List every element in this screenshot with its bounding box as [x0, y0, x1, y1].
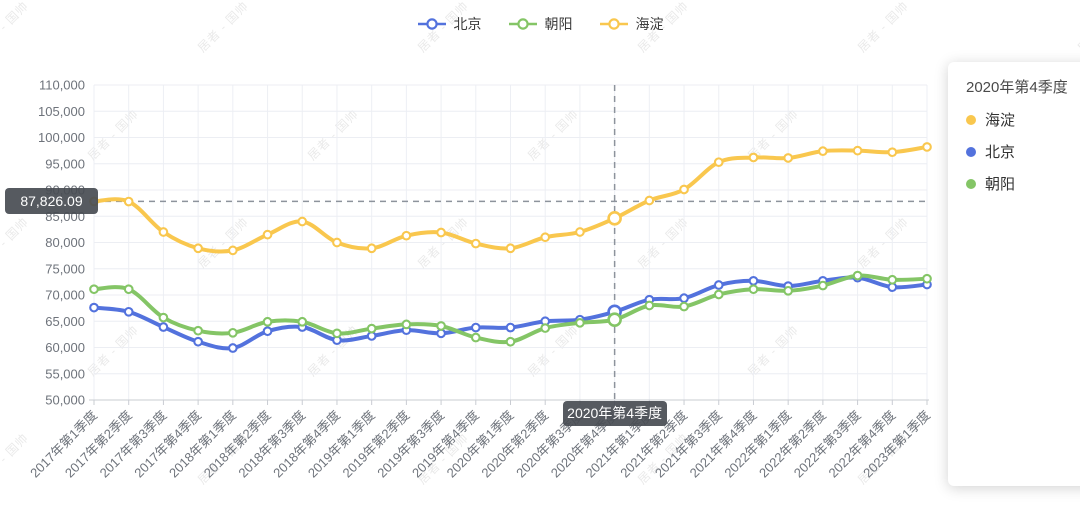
y-axis-label: 105,000	[38, 104, 85, 119]
y-axis-label: 55,000	[45, 366, 85, 381]
data-point-haidian[interactable]	[297, 216, 308, 227]
legend-item-haidian[interactable]: 海淀	[599, 14, 664, 34]
data-point-haidian[interactable]	[713, 157, 724, 168]
data-point-chaoyang[interactable]	[401, 319, 412, 330]
legend-marker-icon	[599, 18, 628, 30]
data-point-haidian[interactable]	[922, 142, 932, 152]
y-axis-label: 110,000	[39, 78, 85, 93]
data-point-chaoyang[interactable]	[193, 325, 203, 336]
data-point-chaoyang[interactable]	[852, 270, 863, 281]
data-point-chaoyang[interactable]	[470, 332, 481, 343]
data-point-beijing[interactable]	[679, 293, 689, 304]
data-point-haidian[interactable]	[783, 153, 794, 163]
y-axis-label: 65,000	[45, 314, 85, 329]
data-point-haidian[interactable]	[227, 245, 238, 256]
series-dot-icon	[966, 178, 976, 189]
legend-item-label: 朝阳	[544, 16, 573, 32]
chart-legend: 北京 朝阳 海淀	[0, 14, 1080, 34]
data-point-chaoyang[interactable]	[227, 327, 238, 338]
data-point-chaoyang[interactable]	[366, 323, 377, 334]
data-point-chaoyang[interactable]	[783, 285, 794, 296]
y-axis-label: 75,000	[45, 261, 85, 276]
y-axis-label: 50,000	[45, 393, 85, 408]
data-point-chaoyang[interactable]	[607, 312, 622, 327]
series-dot-icon	[966, 114, 976, 125]
data-point-beijing[interactable]	[262, 326, 273, 337]
tooltip-item-beijing: 北京	[966, 141, 1080, 162]
data-point-haidian[interactable]	[852, 145, 863, 156]
data-point-beijing[interactable]	[123, 306, 134, 317]
legend-item-label: 海淀	[635, 16, 664, 32]
y-axis-label: 95,000	[45, 156, 85, 171]
legend-item-label: 北京	[453, 16, 482, 32]
series-dot-icon	[966, 146, 976, 157]
data-point-haidian[interactable]	[644, 195, 655, 206]
data-point-beijing[interactable]	[227, 343, 238, 353]
legend-item-chaoyang[interactable]: 朝阳	[508, 14, 573, 34]
tooltip-item-label: 海淀	[985, 112, 1016, 129]
data-point-beijing[interactable]	[158, 322, 169, 332]
data-point-chaoyang[interactable]	[123, 284, 134, 295]
data-point-haidian[interactable]	[193, 243, 203, 254]
data-point-haidian[interactable]	[818, 146, 828, 156]
data-point-beijing[interactable]	[505, 322, 516, 333]
data-point-beijing[interactable]	[470, 322, 481, 333]
y-axis-pointer-label: 87,826.09	[5, 188, 98, 214]
data-point-chaoyang[interactable]	[505, 336, 516, 347]
legend-marker-icon	[417, 18, 446, 30]
data-point-chaoyang[interactable]	[922, 273, 932, 284]
data-point-haidian[interactable]	[748, 152, 759, 163]
data-point-chaoyang[interactable]	[262, 316, 273, 327]
data-point-chaoyang[interactable]	[644, 300, 655, 311]
data-point-haidian[interactable]	[540, 232, 551, 243]
data-point-haidian[interactable]	[505, 243, 516, 254]
data-point-beijing[interactable]	[193, 336, 203, 347]
data-point-chaoyang[interactable]	[575, 317, 585, 328]
data-point-haidian[interactable]	[158, 227, 169, 237]
data-point-chaoyang[interactable]	[540, 323, 551, 333]
data-point-beijing[interactable]	[748, 275, 759, 286]
data-point-chaoyang[interactable]	[158, 312, 169, 323]
data-point-haidian[interactable]	[887, 147, 898, 158]
x-axis-pointer-label: 2020年第4季度	[562, 401, 667, 426]
tooltip-title: 2020年第4季度	[966, 79, 1068, 96]
data-point-haidian[interactable]	[262, 229, 273, 240]
tooltip-item-haidian: 海淀	[966, 109, 1080, 130]
data-point-chaoyang[interactable]	[332, 328, 342, 339]
data-point-haidian[interactable]	[575, 227, 585, 237]
legend-marker-icon	[508, 18, 537, 30]
data-point-haidian[interactable]	[332, 237, 342, 248]
data-point-chaoyang[interactable]	[297, 316, 308, 327]
data-point-chaoyang[interactable]	[887, 274, 898, 285]
tooltip-item-chaoyang: 朝阳	[966, 173, 1080, 194]
tooltip-item-label: 北京	[985, 144, 1016, 161]
tooltip-panel: 2020年第4季度 海淀 北京 朝阳	[948, 62, 1080, 486]
data-point-chaoyang[interactable]	[713, 289, 724, 300]
data-point-haidian[interactable]	[366, 243, 377, 254]
data-point-chaoyang[interactable]	[436, 321, 446, 331]
data-point-beijing[interactable]	[89, 302, 99, 313]
data-point-haidian[interactable]	[123, 196, 134, 207]
data-point-chaoyang[interactable]	[679, 301, 689, 312]
data-point-chaoyang[interactable]	[818, 280, 828, 291]
data-point-beijing[interactable]	[713, 280, 724, 290]
data-point-chaoyang[interactable]	[748, 284, 759, 295]
y-axis-label: 70,000	[45, 288, 85, 303]
data-point-haidian[interactable]	[436, 227, 446, 238]
y-axis-label: 60,000	[45, 340, 85, 355]
y-axis-label: 100,000	[38, 130, 85, 145]
legend-item-beijing[interactable]: 北京	[417, 14, 482, 34]
y-axis-label: 80,000	[45, 235, 85, 250]
data-point-haidian[interactable]	[401, 230, 412, 241]
data-point-haidian[interactable]	[679, 184, 689, 195]
tooltip-item-label: 朝阳	[985, 176, 1016, 193]
data-point-haidian[interactable]	[470, 238, 481, 249]
tooltip-items: 海淀 北京 朝阳	[966, 109, 1080, 194]
data-point-haidian[interactable]	[607, 211, 622, 226]
data-point-chaoyang[interactable]	[89, 284, 99, 295]
